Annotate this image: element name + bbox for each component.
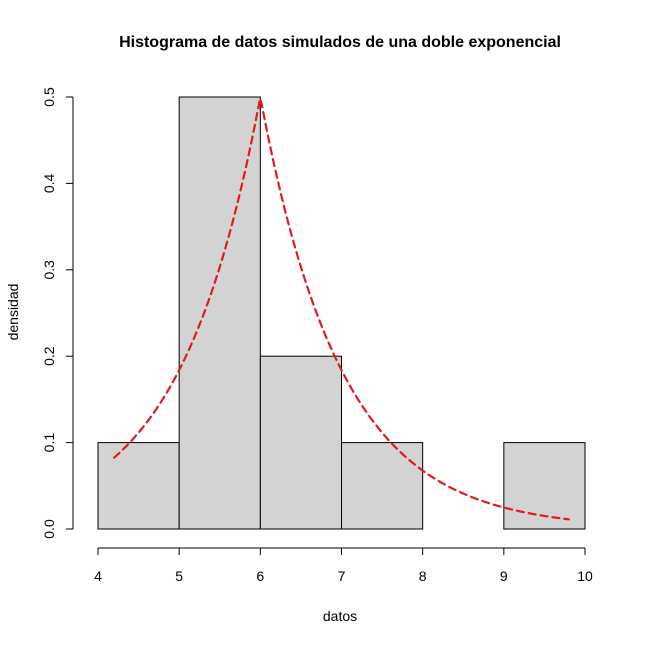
y-axis-label: densidad [5,284,21,341]
histogram-bar-1 [178,96,261,530]
y-axis: 0.0 0.1 0.2 0.3 0.4 0.5 [41,87,74,539]
histogram-bar-2 [259,355,343,530]
x-tick-label-3: 7 [338,568,346,584]
y-tick-label-4: 0.4 [41,173,57,193]
density-curve [113,98,570,521]
x-tick-label-2: 6 [256,568,264,584]
y-tick-label-5: 0.5 [41,87,57,107]
histogram-bars [97,96,586,530]
chart-title: Histograma de datos simulados de una dob… [119,34,561,51]
x-tick-label-0: 4 [94,568,102,584]
y-tick-label-3: 0.3 [41,260,57,280]
y-tick-label-0: 0.0 [41,519,57,539]
x-tick-label-6: 10 [577,568,593,584]
x-tick-label-5: 9 [500,568,508,584]
x-tick-label-1: 5 [175,568,183,584]
x-tick-label-4: 8 [419,568,427,584]
y-tick-label-2: 0.2 [41,346,57,366]
histogram-bar-3 [341,442,424,530]
x-axis-label: datos [323,608,357,624]
histogram-bar-0 [97,442,180,530]
y-tick-label-1: 0.1 [41,433,57,453]
x-axis: 4 5 6 7 8 9 10 [94,547,593,584]
histogram-bar-5 [503,442,586,530]
density-curve-layer [113,98,570,521]
